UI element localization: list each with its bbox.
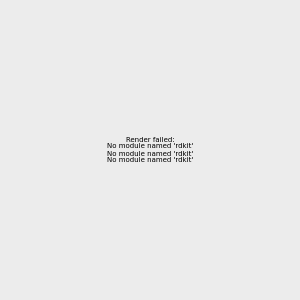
Text: Render failed:
No module named 'rdkit'
No module named 'rdkit'
No module named ': Render failed: No module named 'rdkit' N…: [107, 136, 193, 164]
